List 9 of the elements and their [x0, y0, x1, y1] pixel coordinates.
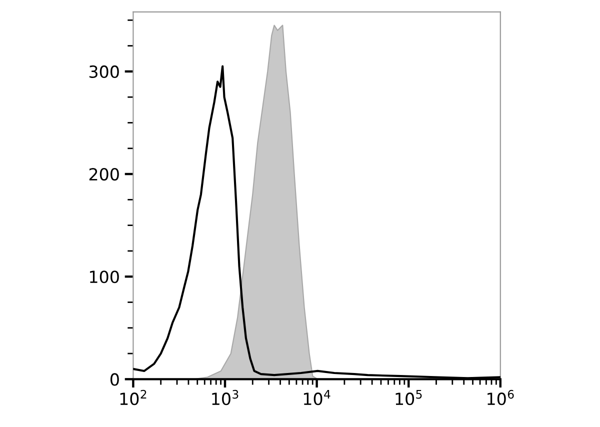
- x-tick-label: 10$^{5}$: [396, 390, 422, 406]
- y-tick-label: 100: [90, 270, 119, 284]
- x-tick-label: 10$^{2}$: [120, 390, 146, 406]
- y-tick-label: 300: [89, 65, 119, 78]
- x-tick-label: 10$^{4}$: [304, 390, 330, 406]
- y-tick-label: 200: [89, 168, 119, 181]
- y-tick-label: 0: [110, 373, 119, 386]
- x-tick-label: 10$^{6}$: [488, 390, 514, 406]
- x-tick-label: 10$^{3}$: [212, 390, 238, 406]
